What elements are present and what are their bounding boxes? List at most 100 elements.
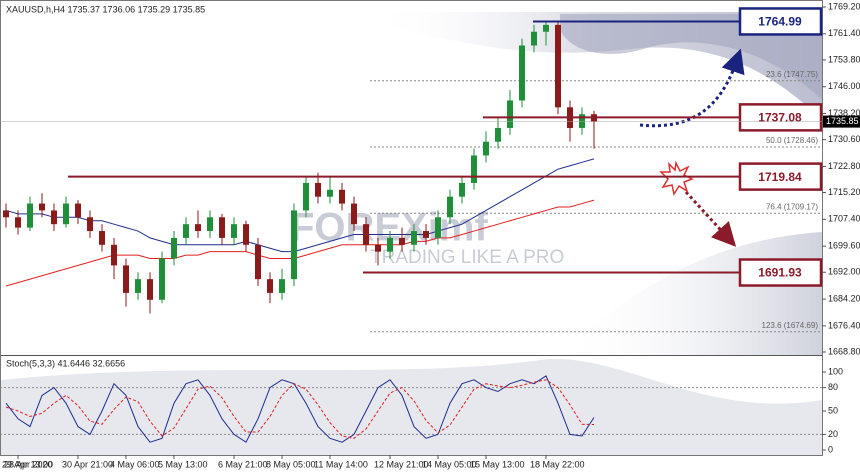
x-tick-label: 28 Apr 2020 [4, 459, 53, 469]
candle-body [315, 182, 321, 197]
stoch-k [5, 375, 595, 443]
candle-body [267, 279, 273, 293]
candle-body [519, 45, 525, 101]
candle-body [51, 210, 57, 225]
candle-body [63, 203, 69, 225]
arrow-down [684, 190, 737, 247]
candle-body [555, 24, 561, 108]
indicator-title: Stoch(5,3,3) 41.6446 32.6656 [6, 358, 125, 368]
x-tick-label: 29 Apr 13:00 [2, 459, 53, 469]
candle-body [195, 224, 201, 232]
chart-header: XAUUSD,h,H4 1735.37 1736.06 1735.29 1735… [6, 4, 205, 14]
moving-average [5, 199, 595, 287]
y2-tick-label: 50 [828, 405, 838, 415]
candle-body [255, 244, 261, 280]
current-price-box [823, 115, 860, 128]
x-tick-label: 4 May 06:00 [110, 459, 160, 469]
y-tick-label: 1738.20 [828, 108, 860, 118]
candle-body [411, 231, 417, 245]
level-label: 1764.99 [758, 15, 802, 29]
x-tick-label: 18 May 22:00 [530, 459, 585, 469]
candle-body [363, 224, 369, 245]
candle-body [327, 189, 333, 197]
y-tick-label: 1668.80 [828, 346, 860, 356]
candle-body [279, 279, 285, 293]
level-label: 1691.93 [758, 266, 802, 280]
fib-label: 23.6 (1747.75) [766, 70, 818, 79]
x-tick-label: 8 May 05:00 [266, 459, 316, 469]
candle-body [495, 127, 501, 142]
candle-body [423, 231, 429, 238]
candle-body [387, 237, 393, 252]
candle-body [507, 100, 513, 128]
y-tick-label: 1722.80 [828, 161, 860, 171]
x-tick-label: 6 May 21:00 [218, 459, 268, 469]
y-tick-label: 1730.60 [828, 134, 860, 144]
level-label: 1719.84 [758, 170, 802, 184]
candle-body [483, 141, 489, 156]
y-tick-label: 1769.20 [828, 1, 860, 11]
candle-body [15, 217, 21, 228]
y2-tick-label: 100 [828, 366, 843, 376]
x-tick-label: 30 Apr 21:00 [62, 459, 113, 469]
candle-body [183, 224, 189, 238]
y-tick-label: 1715.20 [828, 187, 860, 197]
y-tick-label: 1746.00 [828, 81, 860, 91]
y-tick-label: 1692.00 [828, 267, 860, 277]
candle-body [471, 155, 477, 183]
candle-body [543, 24, 549, 32]
watermark-slogan: TRADING LIKE A PRO [370, 247, 564, 268]
candle-body [39, 203, 45, 211]
y-tick-label: 1676.40 [828, 320, 860, 330]
candle-body [435, 217, 441, 238]
candle-body [147, 279, 153, 300]
current-price-label: 1735.85 [826, 116, 859, 126]
x-tick-label: 12 May 21:00 [374, 459, 429, 469]
level-box [738, 258, 823, 287]
candle-body [123, 265, 129, 293]
level-box [738, 162, 823, 191]
candle-body [351, 203, 357, 225]
candle-body [579, 114, 585, 128]
y-tick-label: 1761.40 [828, 28, 860, 38]
stoch-d [5, 379, 595, 439]
fib-label: 123.6 (1674.69) [762, 321, 819, 330]
candle-body [231, 224, 237, 238]
candle-body [375, 244, 381, 252]
y2-tick-label: 80 [828, 382, 838, 392]
candle-body [219, 217, 225, 238]
y-tick-label: 1753.80 [828, 54, 860, 64]
breakout-icon [659, 160, 694, 196]
candle-body [459, 182, 465, 197]
candle-body [339, 189, 345, 204]
candle-body [243, 224, 249, 245]
x-tick-label: 14 May 05:00 [422, 459, 477, 469]
level-box [738, 103, 823, 132]
candle-body [159, 258, 165, 300]
frame [0, 0, 823, 456]
candle-body [303, 182, 309, 211]
x-tick-label: 5 May 13:00 [158, 459, 208, 469]
candle-body [27, 203, 33, 228]
y-tick-label: 1707.40 [828, 214, 860, 224]
candle-body [111, 244, 117, 266]
x-tick-label: 11 May 14:00 [314, 459, 368, 469]
y-tick-label: 1699.60 [828, 241, 860, 251]
y2-tick-label: 20 [828, 429, 838, 439]
candle-body [171, 237, 177, 259]
moving-average [5, 158, 595, 253]
candle-body [99, 231, 105, 245]
candle-body [75, 203, 81, 218]
candle-body [531, 31, 537, 46]
shade-indicator [0, 359, 822, 455]
candle-body [207, 217, 213, 232]
fib-label: 50.0 (1728.46) [766, 136, 818, 145]
candle-body [135, 279, 141, 293]
candle-body [3, 210, 9, 218]
candle-body [87, 217, 93, 232]
x-tick-label: 15 May 13:00 [470, 459, 525, 469]
level-label: 1737.08 [758, 111, 802, 125]
candle-body [447, 196, 453, 218]
candle-body [399, 237, 405, 245]
